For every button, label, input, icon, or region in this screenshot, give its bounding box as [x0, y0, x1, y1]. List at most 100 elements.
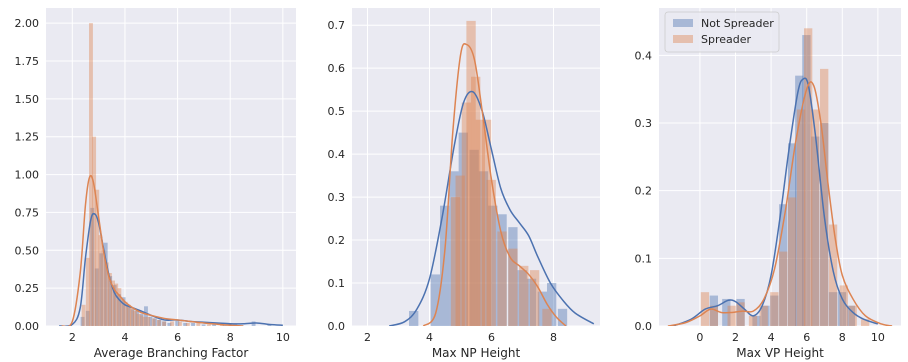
- histogram-bar: [183, 322, 188, 326]
- x-axis-label: Max NP Height: [432, 346, 521, 360]
- kde-line: [667, 81, 893, 326]
- histogram-bar: [144, 306, 148, 326]
- x-tick-label: 6: [488, 331, 495, 344]
- histogram-bar: [107, 273, 112, 326]
- histogram-bar: [139, 315, 144, 326]
- legend-swatch: [673, 35, 693, 43]
- histogram-bar: [529, 270, 540, 326]
- histogram-bar: [508, 248, 518, 326]
- histogram-bar: [95, 189, 100, 326]
- histogram-bar: [206, 324, 211, 326]
- histogram-bar: [157, 319, 162, 326]
- histogram-bar: [759, 305, 768, 326]
- x-tick-label: 10: [871, 331, 885, 344]
- histogram-bar: [848, 305, 857, 326]
- histogram-bar: [761, 305, 770, 326]
- kde-line: [422, 42, 567, 326]
- x-tick-label: 4: [121, 331, 128, 344]
- histogram-bar: [779, 251, 788, 326]
- x-axis-label: Average Branching Factor: [94, 346, 249, 360]
- histogram-bar: [537, 291, 548, 326]
- y-tick-label: 1.75: [15, 55, 40, 68]
- histogram-bar: [117, 294, 122, 326]
- histogram-bar: [828, 292, 838, 326]
- histogram-bar: [112, 285, 117, 326]
- histogram-bar: [709, 305, 719, 326]
- y-tick-label: 2.00: [15, 17, 40, 30]
- legend-label: Spreader: [701, 33, 752, 46]
- histogram-bar: [111, 280, 115, 326]
- histogram-bar: [117, 288, 122, 326]
- histogram-bar: [802, 35, 811, 326]
- histogram-bar: [146, 316, 151, 326]
- histogram-bar: [820, 123, 829, 326]
- histogram-bar: [820, 68, 829, 326]
- histogram-bar: [267, 324, 272, 326]
- histogram-bar: [151, 318, 156, 326]
- histogram-bar: [191, 322, 195, 326]
- histogram-bar: [162, 321, 167, 326]
- kde-line: [672, 77, 879, 326]
- histogram-bar: [557, 308, 568, 326]
- histogram-bar: [795, 75, 804, 326]
- legend-label: Not Spreader: [701, 17, 774, 30]
- chart-panel-vp-height: 0 2 4 6 8 10 0.0 0.1 0.2 0.3 0.4 Max VP Height Not S…: [635, 8, 901, 360]
- y-tick-label: 0.4: [328, 148, 346, 161]
- histogram-bar: [90, 207, 95, 326]
- histogram-bar: [770, 292, 779, 326]
- histogram-bar: [152, 318, 157, 326]
- histogram-bar: [126, 304, 130, 326]
- legend: Not Spreader Spreader: [664, 11, 780, 53]
- x-axis-label: Max VP Height: [736, 346, 824, 360]
- y-tick-label: 1.50: [15, 93, 40, 106]
- y-tick-label: 0.2: [328, 234, 346, 247]
- histogram-bar: [461, 102, 472, 326]
- histogram-bar: [139, 313, 144, 326]
- histogram-bar: [709, 295, 719, 326]
- histogram-bar: [114, 283, 119, 326]
- histogram-bar: [135, 310, 139, 326]
- histogram-bar: [488, 205, 498, 326]
- histogram-bar: [811, 109, 820, 326]
- y-tick-label: 0.2: [635, 185, 653, 198]
- histogram-bar: [839, 285, 848, 326]
- histogram-bar: [185, 322, 190, 326]
- histogram-bar: [796, 109, 806, 326]
- histogram-bar: [130, 307, 134, 326]
- histogram-bar: [519, 265, 529, 326]
- x-tick-label: 6: [174, 331, 181, 344]
- histogram-bar: [837, 292, 847, 326]
- histogram-bar: [736, 302, 745, 326]
- histogram-bar: [469, 149, 479, 326]
- histogram-bar: [788, 197, 797, 326]
- histogram-bar: [104, 262, 109, 326]
- histogram-bar: [130, 309, 135, 326]
- histogram-bar: [201, 324, 206, 326]
- histogram-bar: [167, 322, 172, 326]
- histogram-bar: [526, 278, 537, 326]
- x-tick-label: 4: [768, 331, 775, 344]
- histogram-bar: [175, 319, 180, 326]
- histogram-bar: [481, 119, 492, 326]
- x-tick-label: 2: [69, 331, 76, 344]
- histogram-bar: [478, 171, 489, 326]
- histogram-bar: [430, 274, 441, 326]
- x-tick-label: 4: [426, 331, 433, 344]
- histogram-bar: [103, 242, 108, 326]
- histogram-bar: [508, 227, 518, 326]
- histogram-bar: [517, 270, 527, 326]
- histogram-bar: [779, 204, 788, 326]
- histogram-bar: [94, 268, 99, 326]
- histogram-bar: [486, 179, 496, 326]
- histogram-bar: [475, 119, 486, 326]
- histogram-bar: [121, 297, 126, 326]
- legend-frame: [664, 11, 780, 53]
- histogram-bar: [92, 136, 97, 326]
- histogram-bar: [828, 224, 838, 326]
- histogram-bar: [148, 316, 153, 326]
- histogram-bar: [85, 257, 90, 326]
- histogram-bar: [471, 76, 481, 326]
- histogram-bar: [497, 214, 507, 326]
- y-tick-label: 0.1: [635, 252, 653, 265]
